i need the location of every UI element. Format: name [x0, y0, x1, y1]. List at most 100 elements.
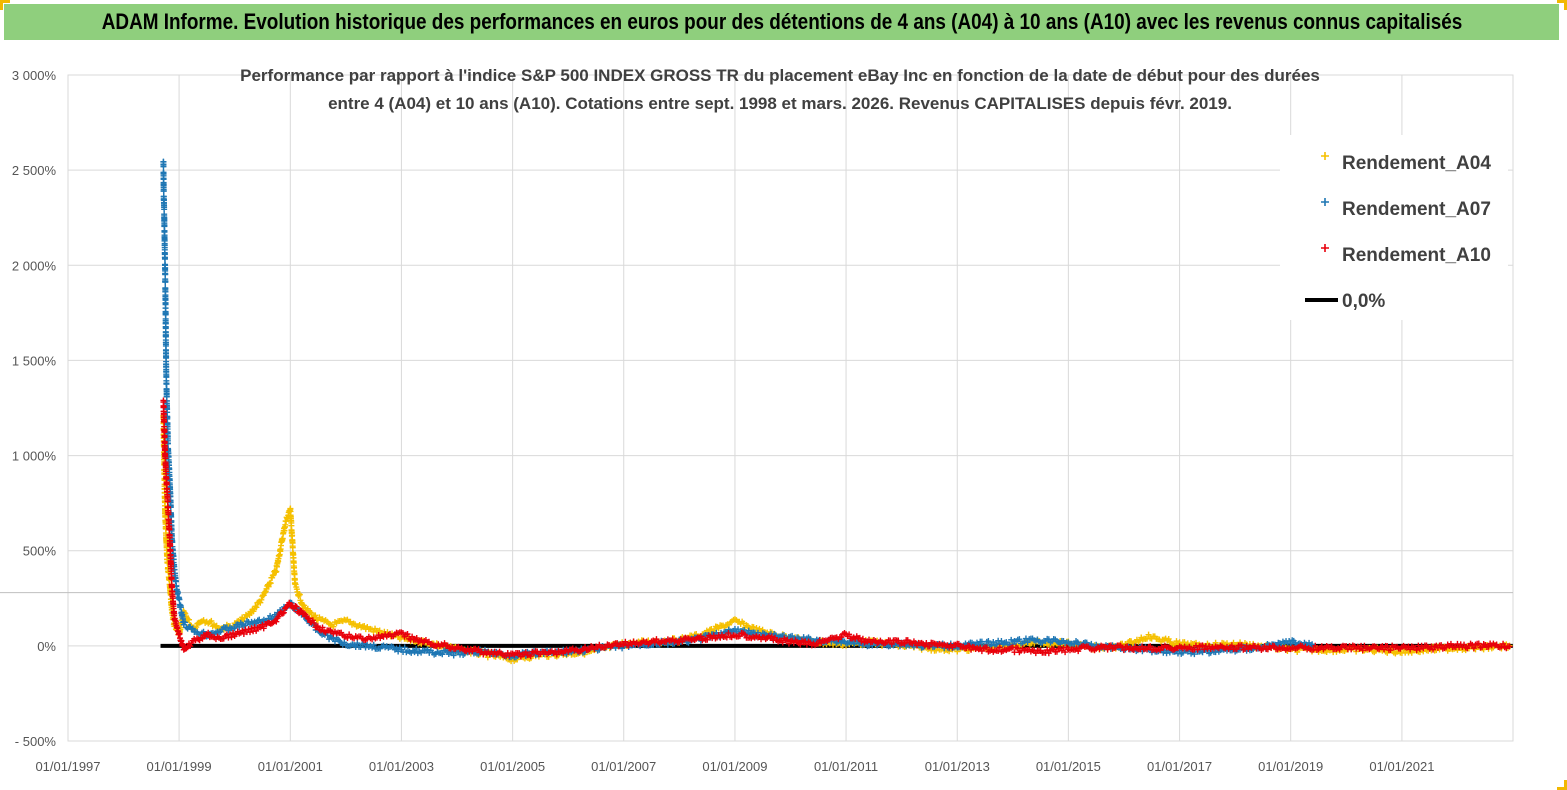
- data-point: [990, 638, 997, 645]
- data-point: [304, 605, 311, 612]
- data-point: [725, 630, 732, 637]
- data-point: [516, 650, 523, 657]
- series-Rendement_A07: [160, 158, 1316, 661]
- data-point: [1348, 646, 1355, 653]
- legend-swatch-Rendement_A07: [1321, 198, 1329, 206]
- data-point: [1264, 646, 1271, 653]
- x-axis-ticks: 01/01/1997 01/01/1999 01/01/2001 01/01/2003…: [35, 759, 1434, 774]
- data-point: [1165, 635, 1172, 642]
- data-point: [293, 603, 300, 610]
- data-point: [248, 625, 255, 632]
- data-point: [164, 498, 171, 505]
- data-point: [262, 589, 269, 596]
- data-point: [186, 616, 193, 623]
- series-Rendement_A04: [160, 412, 1513, 665]
- data-point: [253, 604, 260, 611]
- data-point: [257, 599, 264, 606]
- legend-label: Rendement_A07: [1342, 199, 1491, 220]
- data-point: [240, 630, 247, 637]
- data-point: [1016, 636, 1023, 643]
- data-point: [1075, 648, 1082, 655]
- data-point: [1506, 643, 1513, 650]
- data-point: [301, 610, 308, 617]
- data-point: [161, 433, 168, 440]
- data-point: [279, 535, 286, 542]
- data-point: [1024, 639, 1031, 646]
- data-point: [247, 629, 254, 636]
- data-point: [252, 603, 259, 610]
- data-point: [279, 610, 286, 617]
- legend-swatch-Rendement_A04: [1321, 152, 1329, 160]
- data-point: [1096, 646, 1103, 653]
- data-point: [160, 163, 167, 170]
- data-point: [162, 279, 169, 286]
- corner-marker-br-v: [1564, 780, 1567, 790]
- chart-title-line: entre 4 (A04) et 10 ans (A10). Cotations…: [328, 94, 1232, 113]
- data-point: [297, 607, 304, 614]
- data-point: [797, 641, 804, 648]
- data-point: [230, 629, 237, 636]
- data-point: [614, 640, 621, 647]
- x-tick-label: 01/01/2009: [702, 759, 767, 774]
- y-tick-label: 1 000%: [12, 449, 57, 464]
- data-point: [784, 636, 791, 643]
- corner-marker-tr: [1557, 0, 1567, 3]
- data-point: [208, 617, 215, 624]
- data-point: [846, 631, 853, 638]
- data-point: [311, 620, 318, 626]
- data-point: [404, 631, 411, 638]
- data-point: [265, 583, 272, 590]
- data-point: [370, 628, 377, 635]
- data-point: [1062, 649, 1069, 656]
- data-point: [1323, 649, 1330, 656]
- data-point: [424, 646, 431, 653]
- data-point: [522, 649, 529, 656]
- data-point: [679, 638, 686, 645]
- y-tick-label: 500%: [23, 544, 57, 559]
- data-point: [983, 644, 990, 651]
- data-point: [361, 622, 368, 629]
- data-point: [1194, 646, 1201, 653]
- data-point: [745, 627, 752, 634]
- data-point: [859, 635, 866, 642]
- data-point: [1147, 643, 1154, 650]
- data-point: [1107, 642, 1114, 649]
- y-tick-label: 3 000%: [12, 68, 57, 83]
- data-point: [1328, 643, 1335, 650]
- legend-swatch-Rendement_A10: [1321, 244, 1329, 252]
- data-point: [296, 591, 303, 598]
- data-point: [856, 634, 863, 641]
- legend-label: 0,0%: [1342, 291, 1385, 312]
- data-point: [1500, 640, 1507, 647]
- data-point: [1120, 647, 1127, 654]
- data-point: [401, 644, 408, 651]
- data-point: [354, 640, 361, 647]
- data-point: [1008, 636, 1015, 643]
- data-point: [177, 604, 184, 611]
- data-point: [475, 646, 482, 653]
- data-point: [736, 633, 743, 640]
- data-point: [231, 625, 238, 632]
- data-point: [253, 627, 260, 634]
- data-point: [664, 641, 671, 648]
- data-point: [370, 641, 377, 648]
- data-point: [1387, 647, 1394, 654]
- data-point: [803, 641, 810, 648]
- legend-box: [1280, 135, 1508, 320]
- data-point: [205, 629, 212, 636]
- grid-lines: [0, 74, 1514, 742]
- x-tick-label: 01/01/2003: [369, 759, 434, 774]
- data-point: [314, 623, 321, 630]
- data-point: [1157, 647, 1164, 654]
- legend-label: Rendement_A10: [1342, 245, 1491, 266]
- data-point: [553, 651, 560, 658]
- data-point: [1104, 646, 1111, 653]
- data-point: [1145, 631, 1152, 638]
- data-point: [735, 626, 742, 633]
- data-point: [1287, 640, 1294, 647]
- data-point: [622, 638, 629, 645]
- chart-title-line: Performance par rapport à l'indice S&P 5…: [240, 66, 1320, 85]
- data-point: [1438, 642, 1445, 649]
- data-point: [1233, 646, 1240, 653]
- data-point: [527, 653, 534, 660]
